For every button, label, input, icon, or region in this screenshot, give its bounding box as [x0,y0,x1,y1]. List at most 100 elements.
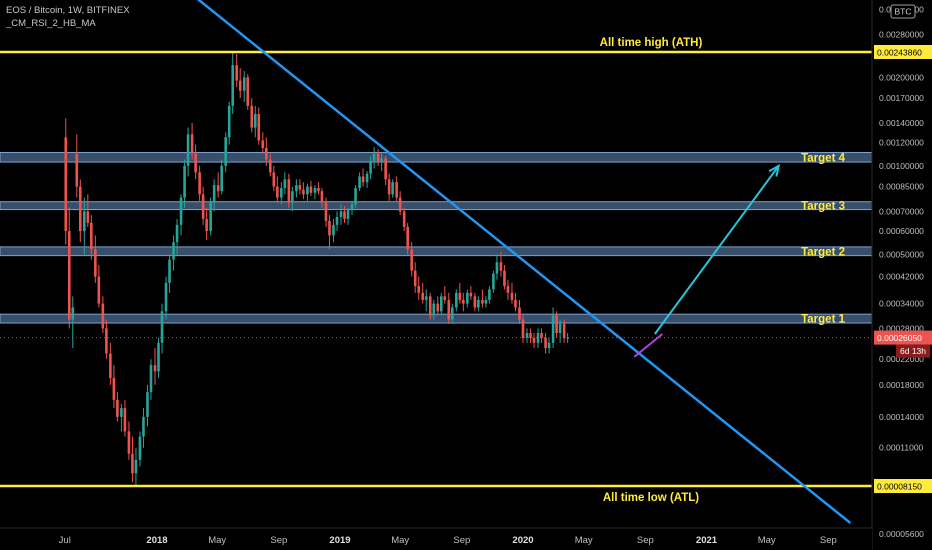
price-tick-label: 0.00014000 [879,412,924,422]
candle [97,264,101,308]
candle-body [168,259,171,283]
time-tick-label: May [758,535,776,546]
candle-body [276,186,279,198]
currency-badge[interactable]: BTC [890,4,916,19]
candle [510,282,514,304]
candle-body [343,211,346,219]
candle [521,315,525,343]
candle-body [179,197,183,225]
candle [391,179,394,198]
candle [547,337,551,354]
candle-body [175,224,179,243]
candle [253,105,257,138]
price-tick-label: 0.00018000 [879,380,924,390]
candle [320,188,324,208]
candle-body [439,296,443,312]
drawn-lines [196,0,852,524]
candle-body [320,191,324,203]
target-zone-2 [0,246,873,257]
candle [462,292,465,312]
candle [335,211,339,232]
price-tick-label: 0.00034000 [879,299,924,309]
atl-price-box [874,479,932,493]
candle-body [83,211,86,232]
time-tick-label: 2018 [146,535,167,546]
candle [339,204,343,225]
candle [451,303,454,324]
candle-body [261,140,265,148]
candle-body [190,134,194,154]
candle-body [540,333,543,338]
candle-body [317,188,320,192]
candle [138,431,142,467]
time-tick-label: 2021 [696,535,718,546]
candle-body [172,242,175,260]
candle-body [455,292,458,308]
indicator-name: _CM_RSI_2_HB_MA [6,18,96,29]
candle [309,180,313,196]
candle [186,127,190,177]
price-tick-label: 0.00070000 [879,206,924,216]
candle-body [138,436,142,460]
candle-body [525,333,529,338]
candle [246,74,250,110]
currency-badge-box [890,4,916,19]
candle [134,447,138,486]
candle [499,251,503,277]
candle [231,51,235,115]
candle-body [332,224,335,236]
countdown-label: 6d 13h [900,346,926,356]
candle-body [157,342,160,372]
candle-body [160,311,164,343]
time-tick-label: Sep [453,535,470,546]
candle [458,282,462,304]
candle-body [365,173,369,183]
candle-body [417,286,421,293]
candle-body [521,319,525,338]
candle [369,156,372,180]
candle [540,328,543,343]
candle [514,292,517,312]
time-axis[interactable]: Jul 2018 May Sep 2019 May Sep 2020 May Sep 2021 May… [0,527,872,550]
currency-badge-label: BTC [895,7,912,17]
target-label: Target 1 [801,314,845,326]
candle-body [302,189,305,195]
candle-body [354,188,357,205]
candle [402,207,406,232]
candle [269,153,272,177]
candle-body [372,153,376,161]
candle-body [503,270,506,287]
candle-body [67,231,71,320]
candle [127,421,131,460]
candle [194,144,197,180]
candle [387,173,391,201]
candle-body [424,296,428,300]
price-tick-label: 0.00060000 [879,226,924,236]
time-tick-label: May [208,535,226,546]
candle [295,179,298,198]
ascending-support-line [633,333,664,358]
candle-body [257,114,261,141]
projection-arrow-shaft [654,165,780,335]
candle-body [402,211,406,227]
candle-body [109,353,112,378]
candle-body [313,188,317,193]
candle [488,286,491,304]
candle [406,222,409,255]
current-price-box [874,330,932,345]
candle [492,270,495,293]
candle-body [547,342,551,349]
candle-body [558,323,562,334]
candle [172,235,175,271]
candle [287,173,291,208]
candle-body [447,299,451,320]
candle [424,289,428,312]
candle [506,279,510,300]
price-axis[interactable]: 0.003400000.002800000.002000000.00170000… [871,0,932,550]
candle [536,328,540,349]
candle-body [428,296,432,316]
time-axis-background [0,528,872,550]
candle [555,311,558,338]
candle-body [369,160,372,174]
